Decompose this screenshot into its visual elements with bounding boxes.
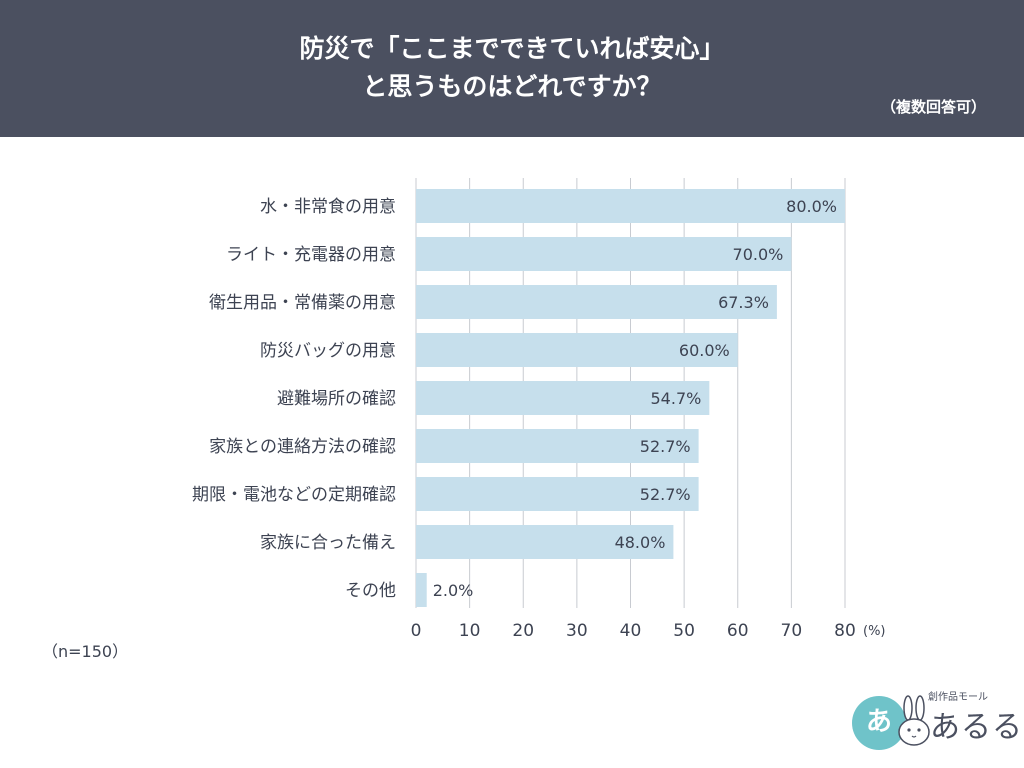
value-label: 67.3% xyxy=(718,293,769,312)
category-label: 期限・電池などの定期確認 xyxy=(192,485,396,505)
category-label: 水・非常食の用意 xyxy=(260,197,396,217)
logo-wordmark: あるる xyxy=(930,710,1023,745)
bar xyxy=(416,525,674,559)
value-label: 52.7% xyxy=(640,485,691,504)
category-label: 家族との連絡方法の確認 xyxy=(209,437,396,457)
bar xyxy=(416,477,699,511)
bar xyxy=(416,429,699,463)
logo-circle-badge: あ xyxy=(852,696,906,750)
brand-logo: あ 創作品モール あるる xyxy=(852,688,1022,754)
chart-title: 防災で「ここまでできていれば安心」 と思うものはどれですか？ xyxy=(0,30,1024,106)
header-banner: 防災で「ここまでできていれば安心」 と思うものはどれですか？ （複数回答可） xyxy=(0,0,1024,137)
x-axis-unit-label: (%) xyxy=(863,624,886,639)
category-label: 家族に合った備え xyxy=(260,533,396,553)
title-line-1: 防災で「ここまでできていれば安心」 xyxy=(299,34,725,63)
bar xyxy=(416,237,792,271)
x-tick-label: 70 xyxy=(781,621,803,641)
x-tick-label: 10 xyxy=(459,621,481,641)
x-tick-label: 30 xyxy=(566,621,588,641)
logo-tagline: 創作品モール xyxy=(928,692,988,703)
value-label: 52.7% xyxy=(640,437,691,456)
category-label: 避難場所の確認 xyxy=(277,389,396,409)
value-label: 54.7% xyxy=(651,389,702,408)
value-label: 80.0% xyxy=(786,197,837,216)
rabbit-icon xyxy=(898,695,930,746)
x-tick-label: 0 xyxy=(411,621,422,641)
x-tick-label: 40 xyxy=(620,621,642,641)
value-label: 48.0% xyxy=(615,533,666,552)
bar xyxy=(416,333,738,367)
x-tick-label: 50 xyxy=(673,621,695,641)
x-tick-label: 60 xyxy=(727,621,749,641)
bar xyxy=(416,573,427,607)
value-label: 2.0% xyxy=(433,581,474,600)
category-label: ライト・充電器の用意 xyxy=(226,245,396,265)
x-tick-label: 80 xyxy=(834,621,856,641)
category-label: その他 xyxy=(345,581,396,601)
title-line-2: と思うものはどれですか？ xyxy=(362,72,662,101)
x-tick-label: 20 xyxy=(512,621,534,641)
bar xyxy=(416,189,845,223)
bar xyxy=(416,285,777,319)
category-label: 防災バッグの用意 xyxy=(260,341,396,361)
multiple-answer-note: （複数回答可） xyxy=(880,98,986,116)
sample-size-note: （n=150） xyxy=(42,642,129,661)
value-label: 70.0% xyxy=(733,245,784,264)
value-label: 60.0% xyxy=(679,341,730,360)
bar xyxy=(416,381,710,415)
category-label: 衛生用品・常備薬の用意 xyxy=(209,293,396,313)
